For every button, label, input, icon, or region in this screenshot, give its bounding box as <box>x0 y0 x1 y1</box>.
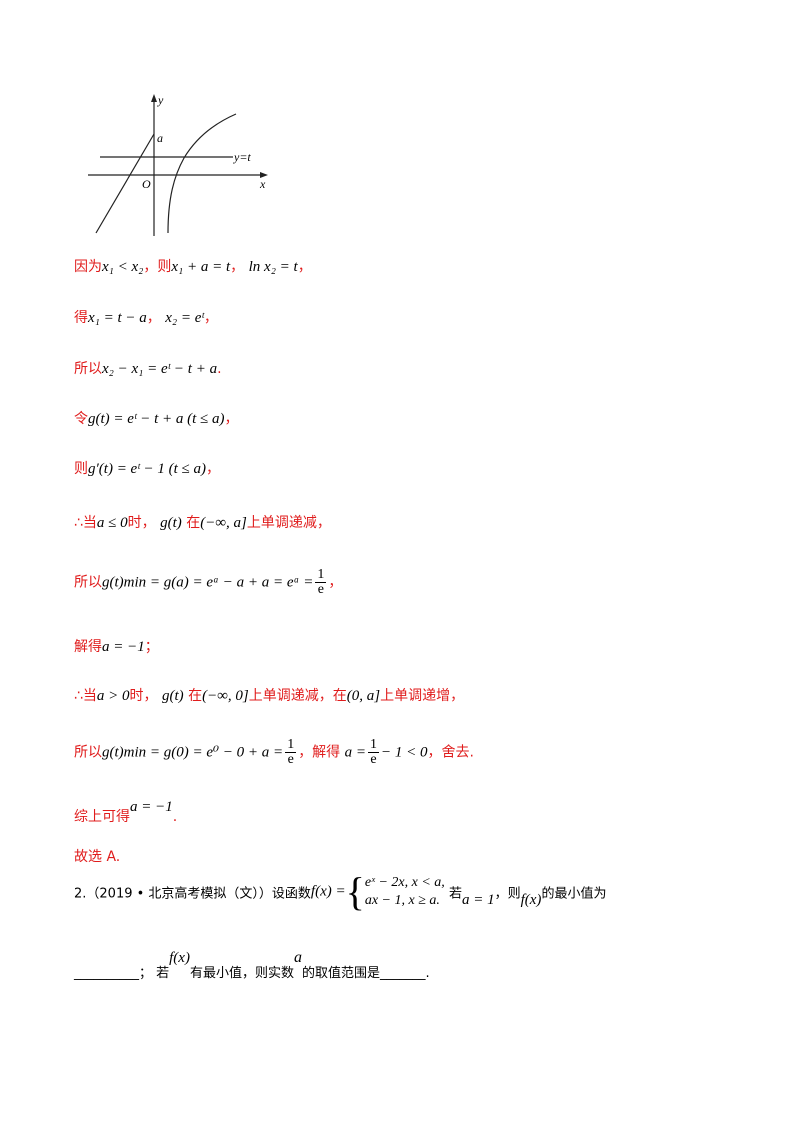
solution-line-12: 故选 A. <box>74 849 121 865</box>
solution-line-2: 得x₁ = t − a， x₂ = eᵗ， <box>74 310 218 326</box>
solution-line-3: 所以x₂ − x₁ = eᵗ − t + a. <box>74 361 222 377</box>
solution-line-6: ∴当a ≤ 0时， g(t) 在(−∞, a]上单调递减， <box>74 515 331 531</box>
solution-line-1: 因为x₁ < x₂，则x₁ + a = t， ln x₂ = t， <box>74 259 312 275</box>
piecewise-cases: eˣ − 2x, x < a, ax − 1, x ≥ a. <box>364 875 445 908</box>
x-axis-label: x <box>259 177 266 191</box>
origin-label: O <box>142 177 151 191</box>
function-graph: y x O a y=t <box>88 93 268 236</box>
x-axis-arrow <box>260 172 268 178</box>
line-label: y=t <box>233 150 251 164</box>
answer-blank-1[interactable]: __________ <box>74 966 139 981</box>
y-axis-arrow <box>151 94 157 102</box>
a-label: a <box>157 131 163 145</box>
solution-line-8: 解得a = −1； <box>74 639 159 655</box>
answer-blank-2[interactable]: _______ <box>380 966 426 981</box>
problem-2-questions: __________； 若f(x)有最小值，则实数a的取值范围是_______. <box>74 949 430 981</box>
problem-2-statement: 2.（2019 • 北京高考模拟（文））设函数f(x) ={eˣ − 2x, x… <box>74 869 607 914</box>
piecewise-brace: { <box>345 869 365 914</box>
y-axis-label: y <box>157 93 164 107</box>
linear-curve <box>95 133 155 234</box>
log-curve <box>167 113 237 234</box>
solution-line-10: 所以g(t)min = g(0) = e⁰ − 0 + a = 1 e ，解得 a =… <box>74 737 474 767</box>
solution-line-11: 综上可得a = −1. <box>74 799 178 825</box>
solution-line-9: ∴当a > 0时， g(t) 在(−∞, 0]上单调递减，在(0, a]上单调递… <box>74 688 465 704</box>
solution-line-4: 令g(t) = eᵗ − t + a (t ≤ a)， <box>74 411 239 427</box>
solution-line-7: 所以g(t)min = g(a) = eᵃ − a + a = eᵃ = 1 e， <box>74 567 343 597</box>
solution-line-5: 则g′(t) = eᵗ − 1 (t ≤ a)， <box>74 461 221 477</box>
